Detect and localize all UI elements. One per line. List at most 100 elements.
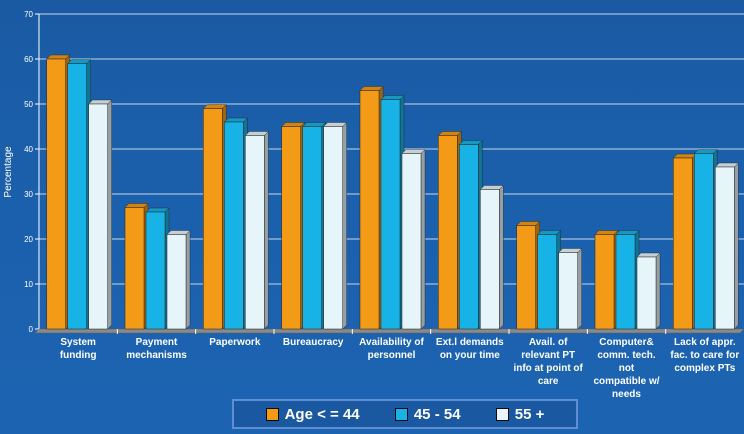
- bar-top: [437, 131, 462, 136]
- bar-top: [693, 149, 718, 154]
- category-label: Availability of personnel: [359, 337, 424, 361]
- bar: [594, 230, 619, 330]
- category-label-line: care: [538, 376, 559, 387]
- bar-top: [244, 131, 269, 136]
- bar: [693, 149, 718, 330]
- bar-front: [67, 63, 87, 330]
- bar-top: [281, 122, 306, 127]
- bar-top: [558, 248, 583, 253]
- bar: [223, 117, 248, 330]
- bar-top: [380, 95, 405, 100]
- bar: [46, 54, 71, 330]
- bar-front: [459, 144, 479, 330]
- y-tick-label: 40: [24, 145, 33, 154]
- bar-top: [636, 252, 661, 258]
- category-label: Lack of appr. fac. to care for complex PTs: [670, 337, 739, 374]
- bar-top: [458, 140, 483, 145]
- bar-front: [694, 153, 714, 330]
- bar-top: [594, 230, 619, 235]
- legend-label-55-plus: 55 +: [514, 405, 545, 423]
- legend-swatch-45-54: [394, 407, 408, 421]
- category-label-line: Availability of: [359, 337, 424, 348]
- bar-front: [715, 166, 735, 330]
- bar-top: [302, 122, 327, 127]
- bar-front: [203, 108, 223, 330]
- bar: [516, 221, 541, 330]
- bar-front: [281, 126, 301, 330]
- bar: [458, 140, 483, 330]
- bar-side: [655, 252, 661, 330]
- bar-top: [166, 230, 191, 235]
- bar: [672, 153, 697, 330]
- bar-side: [577, 248, 582, 330]
- bar-front: [636, 256, 657, 330]
- bar-top: [46, 54, 71, 60]
- category-label: Payment mechanisms: [126, 337, 187, 361]
- bar: [479, 185, 504, 330]
- bar: [359, 86, 384, 330]
- bar-top: [672, 153, 697, 159]
- category-label-line: Bureaucracy: [283, 337, 344, 348]
- bar-top: [479, 185, 504, 190]
- y-tick-label: 10: [24, 280, 33, 289]
- bar-front: [46, 58, 66, 330]
- y-tick-label: 60: [24, 55, 33, 64]
- bar-top: [323, 122, 348, 127]
- bar-top: [615, 230, 640, 235]
- bar-top: [516, 221, 541, 226]
- bar-top: [88, 99, 113, 105]
- category-label-line: Avail. of: [529, 337, 568, 348]
- bar: [323, 122, 348, 330]
- bar: [88, 99, 113, 330]
- category-label-line: mechanisms: [126, 350, 187, 361]
- bar: [302, 122, 327, 330]
- bar-front: [224, 121, 244, 330]
- legend: Age < = 44 45 - 54 55 +: [232, 399, 578, 429]
- bar-side: [264, 131, 269, 330]
- category-label-line: personnel: [368, 350, 416, 361]
- legend-item-45-54: 45 - 54: [394, 406, 461, 423]
- category-label-line: info at point of: [513, 363, 583, 374]
- bar-front: [594, 234, 615, 330]
- y-tick-label: 30: [24, 190, 33, 199]
- category-label: Ext.l demands on your time: [436, 337, 504, 361]
- y-tick-label: 0: [29, 325, 34, 334]
- category-label-line: not: [619, 363, 635, 374]
- bar-top: [401, 149, 426, 154]
- bar-top: [67, 59, 92, 64]
- category-label-line: Paperwork: [209, 337, 261, 348]
- category-label-line: complex PTs: [674, 363, 735, 374]
- bar: [67, 59, 92, 330]
- bars: [46, 54, 739, 330]
- legend-item-55-plus: 55 +: [495, 405, 545, 423]
- bar-front: [245, 135, 265, 330]
- legend-swatch-age-44: [265, 407, 279, 421]
- category-label-line: needs: [612, 389, 641, 400]
- bar-side: [342, 122, 347, 330]
- bar: [401, 149, 426, 330]
- bar-side: [499, 185, 504, 330]
- bar: [380, 95, 405, 330]
- y-tick-label: 50: [24, 100, 33, 109]
- bar-front: [480, 189, 500, 330]
- bar-top: [223, 117, 248, 123]
- y-tick-labels: 0 10 20 30 40 50 60 70: [24, 10, 33, 334]
- category-label: Paperwork: [209, 337, 261, 348]
- bar: [244, 131, 269, 330]
- bar-top: [359, 86, 384, 91]
- legend-swatch-55-plus: [495, 407, 509, 421]
- bar-front: [438, 135, 458, 330]
- bar-top: [145, 207, 170, 213]
- bar: [636, 252, 661, 330]
- category-labels: System funding Payment mechanisms Paperwork B…: [60, 337, 740, 400]
- category-label-line: Computer&: [599, 337, 653, 348]
- category-label: Bureaucracy: [283, 337, 344, 348]
- bar: [166, 230, 191, 330]
- bar: [615, 230, 640, 330]
- bar: [281, 122, 306, 330]
- bar-front: [615, 234, 636, 330]
- category-label-line: relevant PT: [521, 350, 575, 361]
- bar-front: [558, 252, 578, 330]
- bar: [202, 104, 227, 330]
- category-label-line: fac. to care for: [670, 350, 739, 361]
